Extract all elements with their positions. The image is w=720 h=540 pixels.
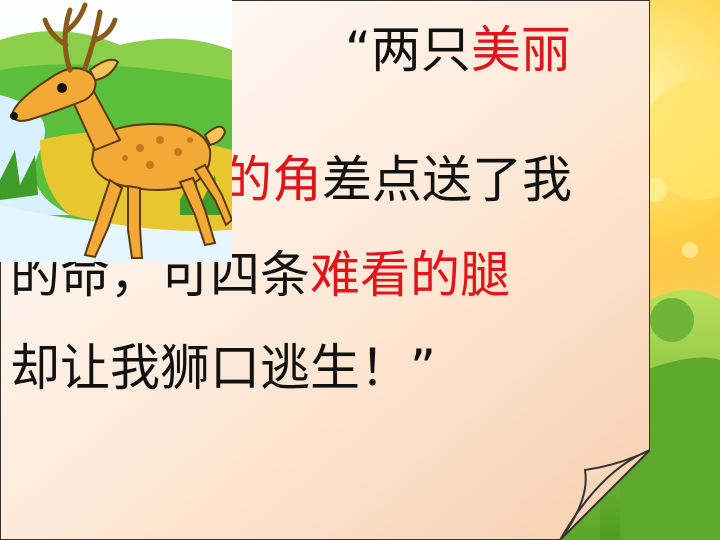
text-segment: 却让我狮口逃生！”	[10, 339, 436, 397]
text-segment: 差点送了我	[322, 151, 572, 209]
text-segment-highlight: 的角	[222, 151, 322, 209]
deer-eye	[57, 83, 67, 93]
antlers	[42, 2, 118, 73]
text-segment-highlight: 难看的腿	[310, 246, 510, 304]
page-curl	[559, 449, 650, 540]
deer	[10, 58, 232, 259]
deer-illustration	[0, 0, 232, 262]
sun-glow	[640, 80, 720, 200]
text-line-2: 的角差点送了我	[222, 130, 572, 230]
slide-text: “两只美丽 的角差点送了我 的命，可四条难看的腿 却让我狮口逃生！”	[10, 0, 572, 418]
text-segment-highlight: 美丽	[470, 21, 571, 79]
text-line-1: “两只美丽	[345, 0, 571, 100]
text-segment: “两只	[345, 21, 471, 79]
text-line-4: 却让我狮口逃生！”	[10, 318, 436, 418]
